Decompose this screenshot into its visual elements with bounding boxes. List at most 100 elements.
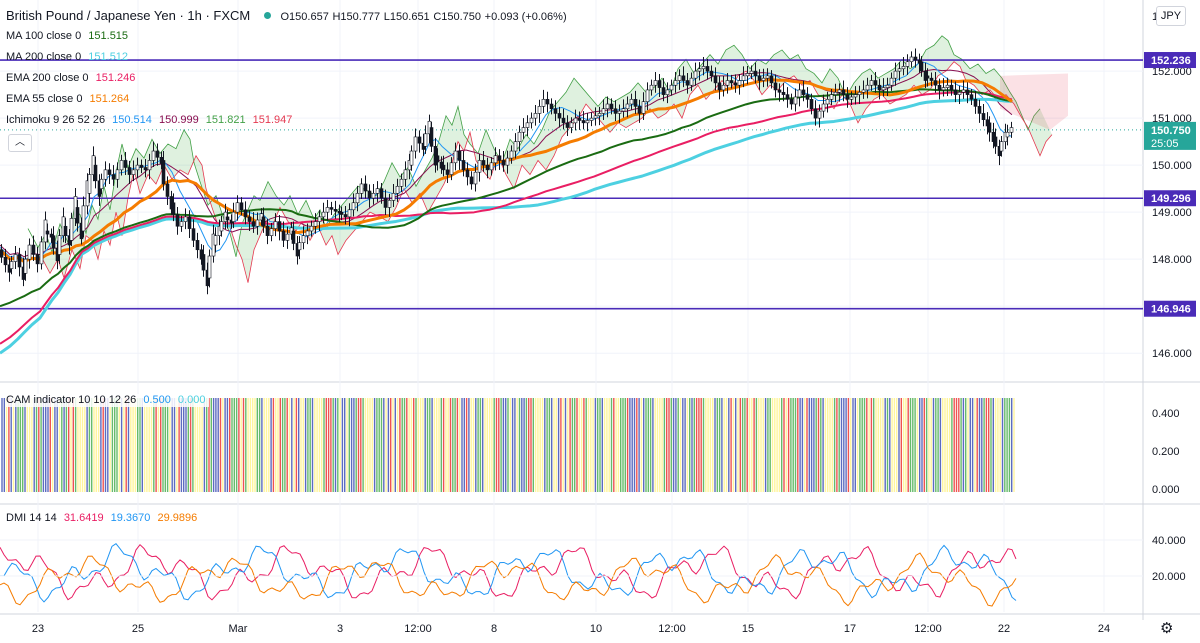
cam-axis-tick: 0.400: [1152, 408, 1180, 420]
candle-body: [195, 240, 200, 251]
candle-body: [457, 150, 462, 161]
candle-body: [949, 84, 954, 91]
candle-body: [493, 155, 498, 164]
level-price-label: 149.296: [1151, 193, 1191, 205]
time-axis-tick: 25: [132, 623, 144, 635]
candle-body: [709, 70, 714, 77]
candle-body: [183, 216, 188, 222]
legend-dmi[interactable]: DMI 14 14 31.6419 19.3670 29.9896: [6, 512, 201, 525]
candle-body: [93, 164, 98, 182]
legend-ema200[interactable]: EMA 200 close 0 151.246: [6, 72, 139, 85]
candle-body: [417, 136, 422, 144]
candle-body: [617, 110, 622, 114]
legend-ma200[interactable]: MA 200 close 0 151.512: [6, 51, 132, 64]
candle-body: [107, 169, 112, 175]
candle-body: [569, 122, 574, 128]
legend-dmi-value-2: 19.3670: [110, 512, 151, 524]
candle-body: [885, 84, 890, 88]
candle-body: [589, 117, 594, 121]
candle-body: [853, 94, 858, 98]
candle-body: [897, 68, 902, 72]
candle-body: [301, 235, 306, 244]
candle-body: [825, 99, 830, 105]
price-axis-tick: 149.000: [1152, 207, 1192, 219]
candle-body: [191, 228, 196, 241]
candle-body: [0, 249, 4, 258]
candle-body: [849, 96, 854, 100]
dmi-axis-tick: 20.000: [1152, 571, 1186, 583]
candle-body: [449, 162, 454, 175]
candle-body: [225, 216, 230, 221]
currency-button[interactable]: JPY: [1156, 6, 1186, 26]
candle-body: [317, 216, 322, 222]
candle-body: [465, 169, 470, 178]
candle-body: [355, 193, 360, 204]
candle-body: [877, 84, 882, 91]
candle-body: [343, 214, 348, 218]
legend-cam[interactable]: CAM indicator 10 10 12 26 0.500 0.000: [6, 394, 210, 407]
gear-icon[interactable]: ⚙: [1160, 620, 1174, 637]
price-axis-tick: 148.000: [1152, 254, 1192, 266]
last-price-countdown: 25:05: [1151, 138, 1179, 150]
candle-body: [469, 176, 474, 185]
legend-ma100[interactable]: MA 100 close 0 151.515: [6, 30, 132, 43]
legend-ichimoku[interactable]: Ichimoku 9 26 52 26 150.514 150.999 151.…: [6, 114, 296, 127]
candle-body: [777, 89, 782, 93]
legend-ema200-label: EMA 200 close 0: [6, 72, 89, 84]
candle-body: [165, 183, 170, 197]
chevron-up-icon: ︿: [15, 137, 25, 148]
candle-body: [201, 254, 206, 271]
candle-body: [577, 117, 582, 121]
candle-body: [151, 150, 156, 161]
candle-body: [601, 108, 606, 114]
candle-body: [281, 230, 286, 241]
candle-body: [429, 127, 434, 147]
candle-body: [977, 106, 982, 114]
candle-body: [557, 113, 562, 119]
candle-body: [969, 94, 974, 100]
legend-ichimoku-value-2: 150.999: [158, 114, 199, 126]
candle-body: [285, 233, 290, 241]
candle-body: [553, 108, 558, 114]
candle-body: [837, 89, 842, 93]
candle-body: [269, 228, 274, 236]
candle-body: [81, 205, 86, 232]
legend-ma200-label: MA 200 close 0: [6, 51, 82, 63]
candle-body: [561, 117, 566, 124]
candle-body: [545, 99, 550, 105]
candle-body: [1005, 131, 1010, 138]
collapse-legend-button[interactable]: ︿: [8, 134, 32, 152]
time-axis-tick: 22: [998, 623, 1010, 635]
ichimoku-cloud: [28, 35, 1052, 283]
legend-ichimoku-label: Ichimoku 9 26 52 26: [6, 114, 106, 126]
candle-body: [9, 261, 14, 269]
symbol-header: British Pound / Japanese Yen · 1h · FXCM…: [6, 8, 567, 23]
legend-ema55[interactable]: EMA 55 close 0 151.264: [6, 93, 133, 106]
ohlc-change: +0.093 (+0.06%): [484, 11, 567, 23]
candle-body: [333, 209, 338, 212]
candle-body: [147, 160, 152, 171]
candle-body: [481, 160, 486, 166]
candle-body: [497, 155, 502, 161]
candle-body: [813, 108, 818, 119]
legend-ema200-value: 151.246: [95, 72, 136, 84]
candle-body: [123, 160, 128, 168]
ma100-line: [0, 88, 1013, 308]
candle-body: [131, 169, 136, 175]
legend-dmi-value-1: 31.6419: [63, 512, 104, 524]
candle-body: [115, 169, 120, 180]
candle-body: [247, 216, 252, 222]
candle-body: [701, 66, 706, 70]
candle-body: [525, 122, 530, 128]
candle-body: [347, 209, 352, 218]
candle-body: [869, 80, 874, 86]
candle-body: [351, 202, 356, 211]
candle-body: [681, 75, 686, 81]
price-axis-tick: 152.000: [1152, 66, 1192, 78]
candle-body: [693, 70, 698, 79]
candle-body: [127, 167, 132, 175]
candle-body: [657, 80, 662, 88]
candle-body: [757, 75, 762, 81]
candle-body: [57, 235, 62, 255]
